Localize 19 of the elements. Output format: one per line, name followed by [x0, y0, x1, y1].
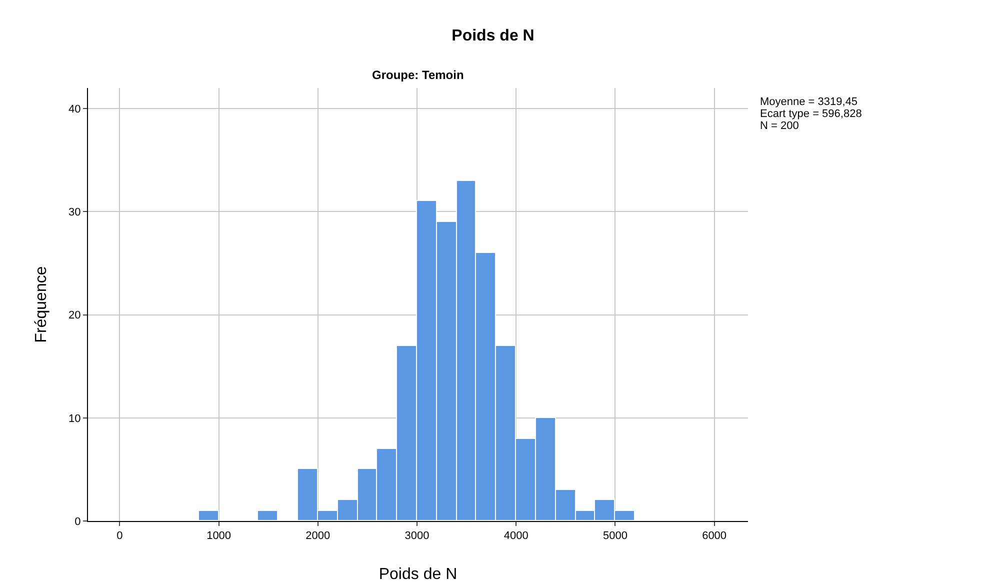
y-tick-label: 20: [68, 310, 81, 322]
text: N = 200: [760, 120, 799, 132]
text: Ecart type = 596,828: [760, 108, 862, 120]
y-tick-label: 40: [68, 103, 81, 116]
x-tick-label: 4000: [504, 530, 528, 542]
x-tick-label: 0: [116, 530, 123, 542]
x-axis-title: Poids de N: [378, 566, 458, 583]
x-tick-label: 2000: [306, 530, 330, 542]
chart-subtitle: Groupe: Temoin: [372, 68, 464, 82]
y-tick-label: 30: [68, 206, 81, 219]
x-tick-label: 1000: [206, 530, 232, 542]
text: Moyenne = 3319,45: [760, 96, 858, 108]
y-axis-title: Fréquence: [33, 266, 50, 343]
x-tick-label: 5000: [602, 530, 628, 542]
chart-title: Poids de N: [452, 28, 534, 45]
x-tick-label: 3000: [404, 530, 430, 542]
y-tick-label: 10: [68, 412, 81, 425]
x-tick-label: 6000: [702, 530, 727, 542]
y-tick-label: 0: [74, 516, 81, 528]
